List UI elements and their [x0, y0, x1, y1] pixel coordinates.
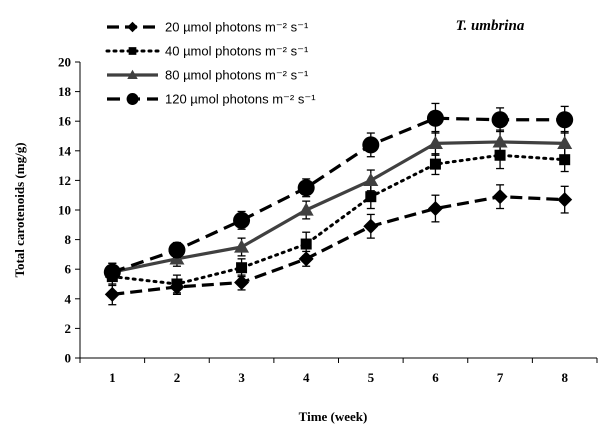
data-point-series-1	[363, 218, 379, 234]
series-line-1	[112, 195, 565, 296]
data-point-series-1	[298, 251, 314, 267]
data-point-series-2	[300, 238, 312, 250]
series-line-3	[111, 140, 565, 274]
y-tick-label: 14	[58, 143, 72, 158]
legend-label-4: 120 µmol photons m⁻² s⁻¹	[165, 92, 316, 107]
data-point-series-3	[557, 135, 573, 150]
data-point-series-1	[557, 192, 573, 208]
legend-marker-1	[127, 21, 138, 33]
x-tick-label: 6	[432, 370, 439, 385]
x-tick-label: 4	[303, 370, 310, 385]
y-tick-label: 0	[65, 351, 72, 366]
y-tick-label: 8	[65, 232, 72, 247]
data-point-series-4	[556, 111, 574, 129]
series-line-4	[111, 116, 565, 274]
data-point-series-4	[297, 179, 315, 197]
y-tick-label: 12	[58, 173, 71, 188]
data-point-series-2	[171, 278, 183, 290]
x-tick-label: 8	[561, 370, 568, 385]
y-tick-label: 18	[58, 84, 72, 99]
data-point-series-1	[104, 286, 120, 302]
x-tick-label: 5	[368, 370, 375, 385]
series-line-2	[110, 153, 567, 286]
data-point-series-3	[363, 172, 379, 187]
data-point-series-2	[236, 262, 248, 274]
data-point-series-3	[298, 202, 314, 216]
data-point-series-2	[494, 149, 506, 161]
data-point-series-2	[365, 191, 377, 203]
legend-marker-3	[127, 69, 138, 79]
legend-label-1: 20 µmol photons m⁻² s⁻¹	[165, 20, 309, 35]
chart-title: T. umbrina	[456, 18, 525, 34]
data-point-series-3	[492, 134, 508, 148]
data-point-series-4	[491, 111, 509, 129]
data-point-series-2	[429, 158, 441, 170]
data-point-series-2	[559, 154, 571, 166]
legend-label-3: 80 µmol photons m⁻² s⁻¹	[165, 68, 309, 83]
data-point-series-4	[168, 241, 186, 259]
y-tick-label: 2	[65, 321, 72, 336]
data-point-series-4	[103, 263, 121, 281]
y-tick-label: 20	[58, 55, 71, 70]
x-tick-label: 3	[238, 370, 245, 385]
data-point-series-1	[234, 275, 250, 291]
legend-marker-4	[126, 93, 139, 105]
y-tick-label: 10	[58, 203, 71, 218]
x-tick-label: 1	[109, 370, 116, 385]
x-tick-label: 2	[174, 370, 181, 385]
data-point-series-4	[362, 136, 380, 154]
legend-label-2: 40 µmol photons m⁻² s⁻¹	[165, 44, 309, 59]
legend-marker-2	[128, 47, 137, 55]
y-tick-label: 16	[58, 114, 72, 129]
data-point-series-1	[492, 189, 508, 205]
x-tick-label: 7	[497, 370, 504, 385]
data-point-series-3	[427, 135, 443, 150]
y-tick-label: 4	[65, 291, 72, 306]
data-point-series-4	[233, 211, 251, 229]
y-tick-label: 6	[65, 262, 72, 277]
data-point-series-1	[427, 201, 443, 217]
x-axis-label: Time (week)	[299, 409, 368, 424]
data-point-series-4	[426, 109, 444, 127]
data-point-series-3	[234, 239, 250, 253]
y-axis-label: Total carotenoids (mg/g)	[12, 142, 27, 277]
